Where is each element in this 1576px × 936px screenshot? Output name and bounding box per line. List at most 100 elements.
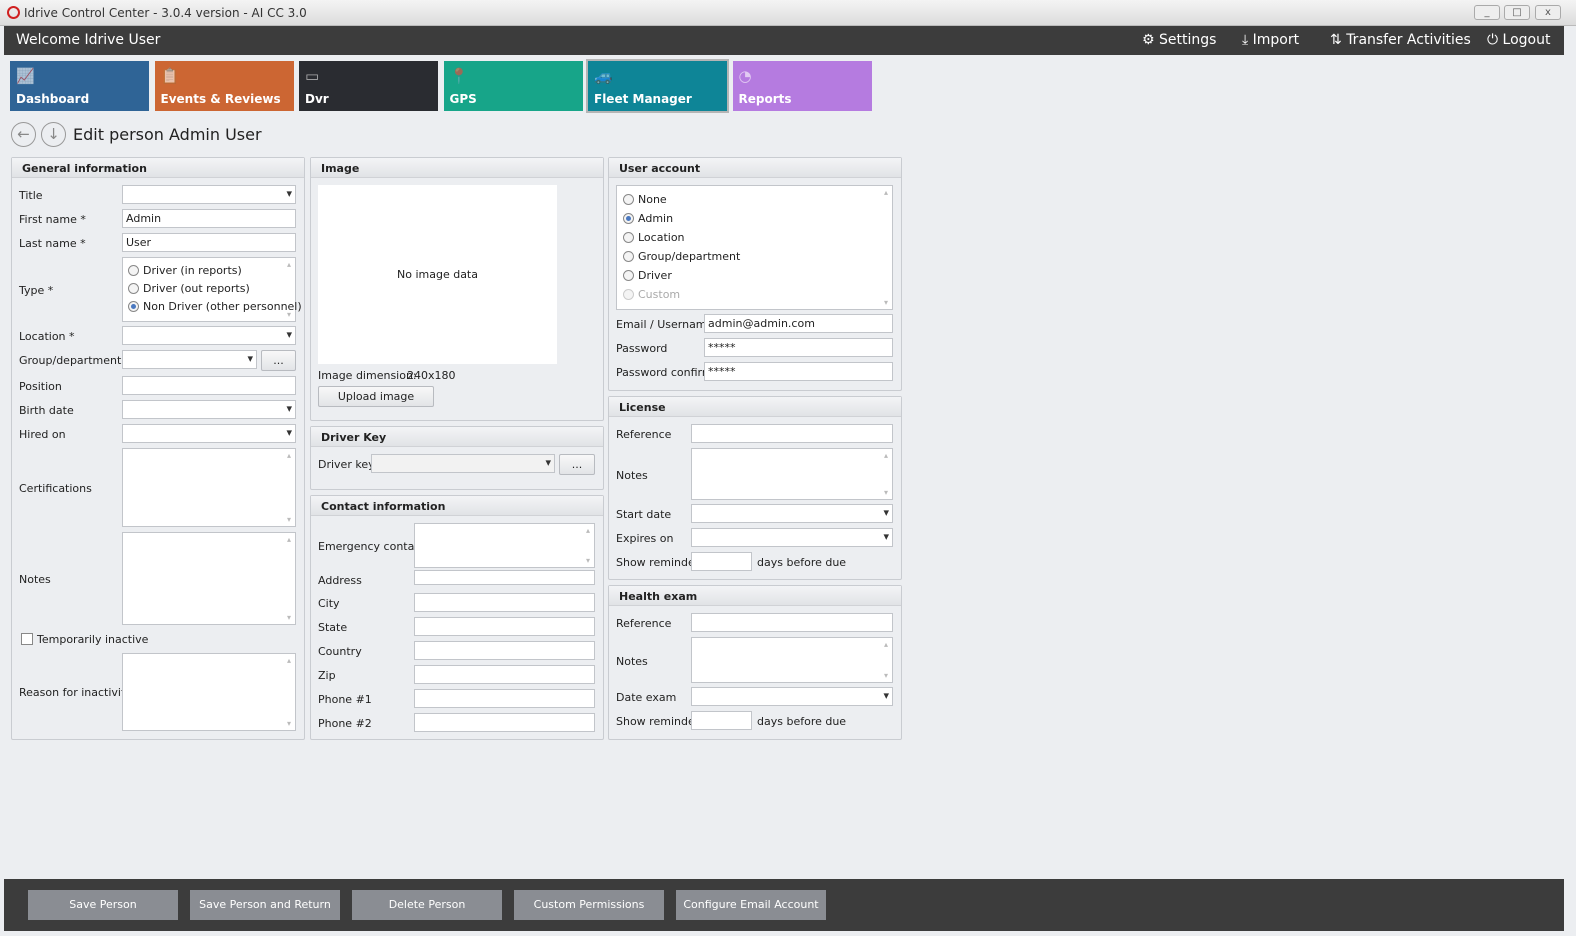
address-input[interactable] xyxy=(414,570,595,585)
import-button[interactable]: ⤓ Import xyxy=(1242,32,1299,48)
state-input[interactable] xyxy=(414,617,595,636)
license-reminder-input[interactable] xyxy=(691,552,752,571)
tile-dashboard[interactable]: 📈 Dashboard xyxy=(10,61,149,111)
hired-on-label: Hired on xyxy=(19,428,66,441)
account-type-radio[interactable]: Location xyxy=(623,231,685,244)
country-label: Country xyxy=(318,645,362,658)
license-expires-label: Expires on xyxy=(616,532,674,545)
delete-person-button[interactable]: Delete Person xyxy=(352,890,502,920)
password-confirm-input[interactable]: ***** xyxy=(704,362,893,381)
position-input[interactable] xyxy=(122,376,296,395)
group-browse-button[interactable]: ... xyxy=(261,350,296,371)
health-reference-input[interactable] xyxy=(691,613,893,632)
health-reminder-input[interactable] xyxy=(691,711,752,730)
account-type-radio[interactable]: Driver xyxy=(623,269,672,282)
maximize-button[interactable]: □ xyxy=(1504,5,1530,20)
license-reference-input[interactable] xyxy=(691,424,893,443)
temporarily-inactive-checkbox[interactable] xyxy=(21,633,33,645)
map-pin-icon: 📍 xyxy=(449,67,469,85)
save-person-button[interactable]: Save Person xyxy=(28,890,178,920)
city-input[interactable] xyxy=(414,593,595,612)
type-radio[interactable]: Driver (in reports) xyxy=(128,264,242,277)
health-notes-label: Notes xyxy=(616,655,648,668)
type-radio[interactable]: Non Driver (other personnel) xyxy=(128,300,302,313)
radio-icon xyxy=(128,283,139,294)
radio-label: Custom xyxy=(638,288,681,301)
health-date-picker[interactable] xyxy=(691,687,893,706)
driver-key-label: Driver key xyxy=(318,458,375,471)
country-input[interactable] xyxy=(414,641,595,660)
temporarily-inactive-label: Temporarily inactive xyxy=(37,633,149,646)
type-radio[interactable]: Driver (out reports) xyxy=(128,282,250,295)
app-logo-icon xyxy=(7,6,20,19)
image-dimension-label: Image dimension: xyxy=(318,369,417,382)
license-expires-picker[interactable] xyxy=(691,528,893,547)
title-dropdown[interactable] xyxy=(122,185,296,204)
radio-label: Driver xyxy=(638,269,672,282)
location-dropdown[interactable] xyxy=(122,326,296,345)
account-type-radio-group xyxy=(616,185,893,310)
tile-reports[interactable]: ◔ Reports xyxy=(732,61,872,111)
tile-label: Events & Reviews xyxy=(160,92,281,106)
transfer-arrows-icon: ⇅ xyxy=(1330,32,1347,48)
tile-events-reviews[interactable]: 📋 Events & Reviews xyxy=(154,61,294,111)
radio-icon xyxy=(128,265,139,276)
radio-label: Non Driver (other personnel) xyxy=(143,300,302,313)
tile-gps[interactable]: 📍 GPS xyxy=(443,61,583,111)
driver-key-dropdown[interactable] xyxy=(371,454,555,473)
first-name-label: First name * xyxy=(19,213,86,226)
email-input[interactable]: admin@admin.com xyxy=(704,314,893,333)
tile-label: Dvr xyxy=(305,92,329,106)
configure-email-button[interactable]: Configure Email Account xyxy=(676,890,826,920)
transfer-label: Transfer Activities xyxy=(1346,32,1471,48)
reason-label: Reason for inactivity xyxy=(19,686,132,699)
zip-input[interactable] xyxy=(414,665,595,684)
emergency-contact-textarea[interactable] xyxy=(414,523,595,568)
notes-textarea[interactable] xyxy=(122,532,296,625)
certifications-textarea[interactable] xyxy=(122,448,296,527)
driver-key-browse-button[interactable]: ... xyxy=(559,454,595,475)
app-header: Welcome Idrive User ⚙ Settings ⤓ Import … xyxy=(4,26,1564,55)
down-button[interactable]: ↓ xyxy=(41,122,66,147)
radio-icon xyxy=(623,270,634,281)
upload-image-button[interactable]: Upload image xyxy=(318,386,434,407)
transfer-activities-button[interactable]: ⇅ Transfer Activities xyxy=(1330,32,1471,48)
logout-button[interactable]: ⏻ Logout xyxy=(1487,32,1550,48)
type-label: Type * xyxy=(19,284,54,297)
tile-fleet-manager[interactable]: 🚙 Fleet Manager xyxy=(586,59,729,113)
tile-dvr[interactable]: ▭ Dvr xyxy=(299,61,438,111)
password-input[interactable]: ***** xyxy=(704,338,893,357)
account-type-radio[interactable]: Custom xyxy=(623,288,680,301)
license-notes-textarea[interactable] xyxy=(691,448,893,500)
close-button[interactable]: x xyxy=(1535,5,1561,20)
settings-button[interactable]: ⚙ Settings xyxy=(1142,32,1216,48)
city-label: City xyxy=(318,597,340,610)
radio-label: Driver (out reports) xyxy=(143,282,250,295)
page-title: Edit person Admin User xyxy=(73,125,262,144)
health-notes-textarea[interactable] xyxy=(691,637,893,683)
custom-permissions-button[interactable]: Custom Permissions xyxy=(514,890,664,920)
license-start-picker[interactable] xyxy=(691,504,893,523)
account-type-radio[interactable]: Admin xyxy=(623,212,673,225)
minimize-button[interactable]: _ xyxy=(1474,5,1500,20)
license-reminder-label: Show reminder xyxy=(616,556,700,569)
first-name-input[interactable]: Admin xyxy=(122,209,296,228)
license-notes-label: Notes xyxy=(616,469,648,482)
emergency-contact-label: Emergency contact xyxy=(318,540,425,553)
phone2-input[interactable] xyxy=(414,713,595,732)
back-button[interactable]: ← xyxy=(11,122,36,147)
last-name-input[interactable]: User xyxy=(122,233,296,252)
account-type-radio[interactable]: Group/department xyxy=(623,250,740,263)
state-label: State xyxy=(318,621,348,634)
download-icon: ⤓ xyxy=(1242,32,1253,48)
import-label: Import xyxy=(1252,32,1300,48)
account-type-radio[interactable]: None xyxy=(623,193,667,206)
birth-date-picker[interactable] xyxy=(122,400,296,419)
phone1-input[interactable] xyxy=(414,689,595,708)
hired-on-picker[interactable] xyxy=(122,424,296,443)
panel-header: Health exam xyxy=(609,586,901,606)
panel-header: User account xyxy=(609,158,901,178)
group-dropdown[interactable] xyxy=(122,350,257,369)
reason-textarea[interactable] xyxy=(122,653,296,731)
save-person-return-button[interactable]: Save Person and Return xyxy=(190,890,340,920)
